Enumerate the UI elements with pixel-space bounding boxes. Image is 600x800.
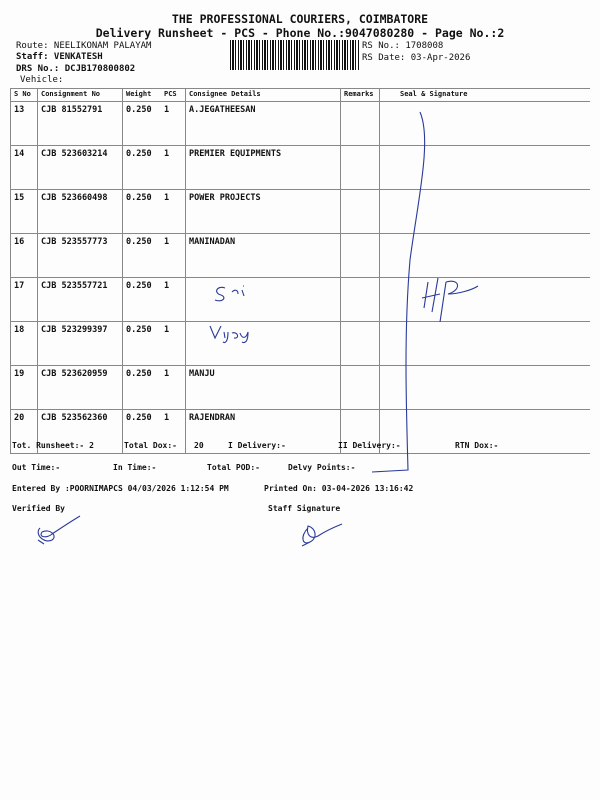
ii-delivery: II Delivery:-: [338, 441, 401, 450]
out-time: Out Time:-: [12, 463, 61, 472]
remarks: [340, 145, 380, 190]
company-name: THE PROFESSIONAL COURIERS, COIMBATORE: [171, 12, 429, 26]
weight: 0.250: [122, 101, 161, 146]
sno: 14: [10, 145, 38, 190]
consignment-no: CJB 523562360: [37, 409, 123, 454]
delvy-points: Delvy Points:-: [288, 463, 356, 472]
pcs: 1: [161, 189, 186, 234]
drs-no: DRS No.: DCJB170800802: [16, 64, 136, 74]
handwritten-sri: [214, 285, 245, 302]
sno: 16: [10, 233, 38, 278]
consignment-no: CJB 523603214: [37, 145, 123, 190]
sno: 20: [10, 409, 38, 454]
i-delivery: I Delivery:-: [228, 441, 286, 450]
verified-by-signature: [37, 515, 81, 545]
route: Route: NEELIKONAM PALAYAM: [16, 41, 152, 51]
remarks: [340, 101, 380, 146]
table-row: 19 CJB 523620959 0.250 1 MANJU: [10, 365, 590, 410]
table-row: 13 CJB 81552791 0.250 1 A.JEGATHEESAN: [10, 101, 590, 146]
staff: Staff: VENKATESH: [16, 52, 103, 62]
consignment-no: CJB 523620959: [37, 365, 123, 410]
verified-by: Verified By: [12, 504, 65, 513]
hp-signature: [421, 277, 479, 323]
in-time: In Time:-: [113, 463, 157, 472]
pcs: 1: [161, 145, 186, 190]
vehicle: Vehicle:: [20, 75, 64, 85]
delivery-vertical-stroke: [371, 111, 426, 473]
remarks: [340, 365, 380, 410]
weight: 0.250: [122, 145, 161, 190]
table-row: 14 CJB 523603214 0.250 1 PREMIER EQUIPMENTS: [10, 145, 590, 190]
rs-no: RS No.: 1708008: [362, 41, 444, 51]
seal-signature: [379, 409, 590, 454]
weight: 0.250: [122, 409, 161, 454]
consignee: RAJENDRAN: [185, 409, 341, 454]
weight: 0.250: [122, 233, 161, 278]
table-row: 16 CJB 523557773 0.250 1 MANINADAN: [10, 233, 590, 278]
remarks: [340, 409, 380, 454]
seal-signature: [379, 233, 590, 278]
seal-signature: [379, 189, 590, 234]
document-title: Delivery Runsheet - PCS - Phone No.:9047…: [95, 26, 505, 40]
table-row: 20 CJB 523562360 0.250 1 RAJENDRAN: [10, 409, 590, 454]
sno: 17: [10, 277, 38, 322]
seal-signature: [379, 145, 590, 190]
tot-runsheet: Tot. Runsheet:- 2: [12, 441, 94, 450]
total-dox-value: 20: [194, 441, 204, 450]
consignee: [185, 277, 341, 322]
consignee: POWER PROJECTS: [185, 189, 341, 234]
total-dox: Total Dox:-: [124, 441, 177, 450]
remarks: [340, 321, 380, 366]
entered-by: Entered By :POORNIMAPCS 04/03/2026 1:12:…: [12, 484, 229, 493]
printed-on: Printed On: 03-04-2026 13:16:42: [264, 484, 414, 493]
staff-signature-label: Staff Signature: [268, 504, 341, 513]
rs-date: RS Date: 03-Apr-2026: [362, 53, 471, 63]
barcode: [230, 40, 360, 70]
seal-signature: [379, 321, 590, 366]
consignment-no: CJB 81552791: [37, 101, 123, 146]
pcs: 1: [161, 365, 186, 410]
consignment-no: CJB 523557721: [37, 277, 123, 322]
consignee: MANJU: [185, 365, 341, 410]
consignee: PREMIER EQUIPMENTS: [185, 145, 341, 190]
staff-signature: [301, 523, 343, 547]
table-row: 15 CJB 523660498 0.250 1 POWER PROJECTS: [10, 189, 590, 234]
weight: 0.250: [122, 189, 161, 234]
handwritten-vijay: [209, 325, 249, 344]
remarks: [340, 189, 380, 234]
rtn-dox: RTN Dox:-: [455, 441, 499, 450]
consignment-table: S No Consignment No Weight PCS Consignee…: [10, 88, 590, 454]
total-pod: Total POD:-: [207, 463, 260, 472]
